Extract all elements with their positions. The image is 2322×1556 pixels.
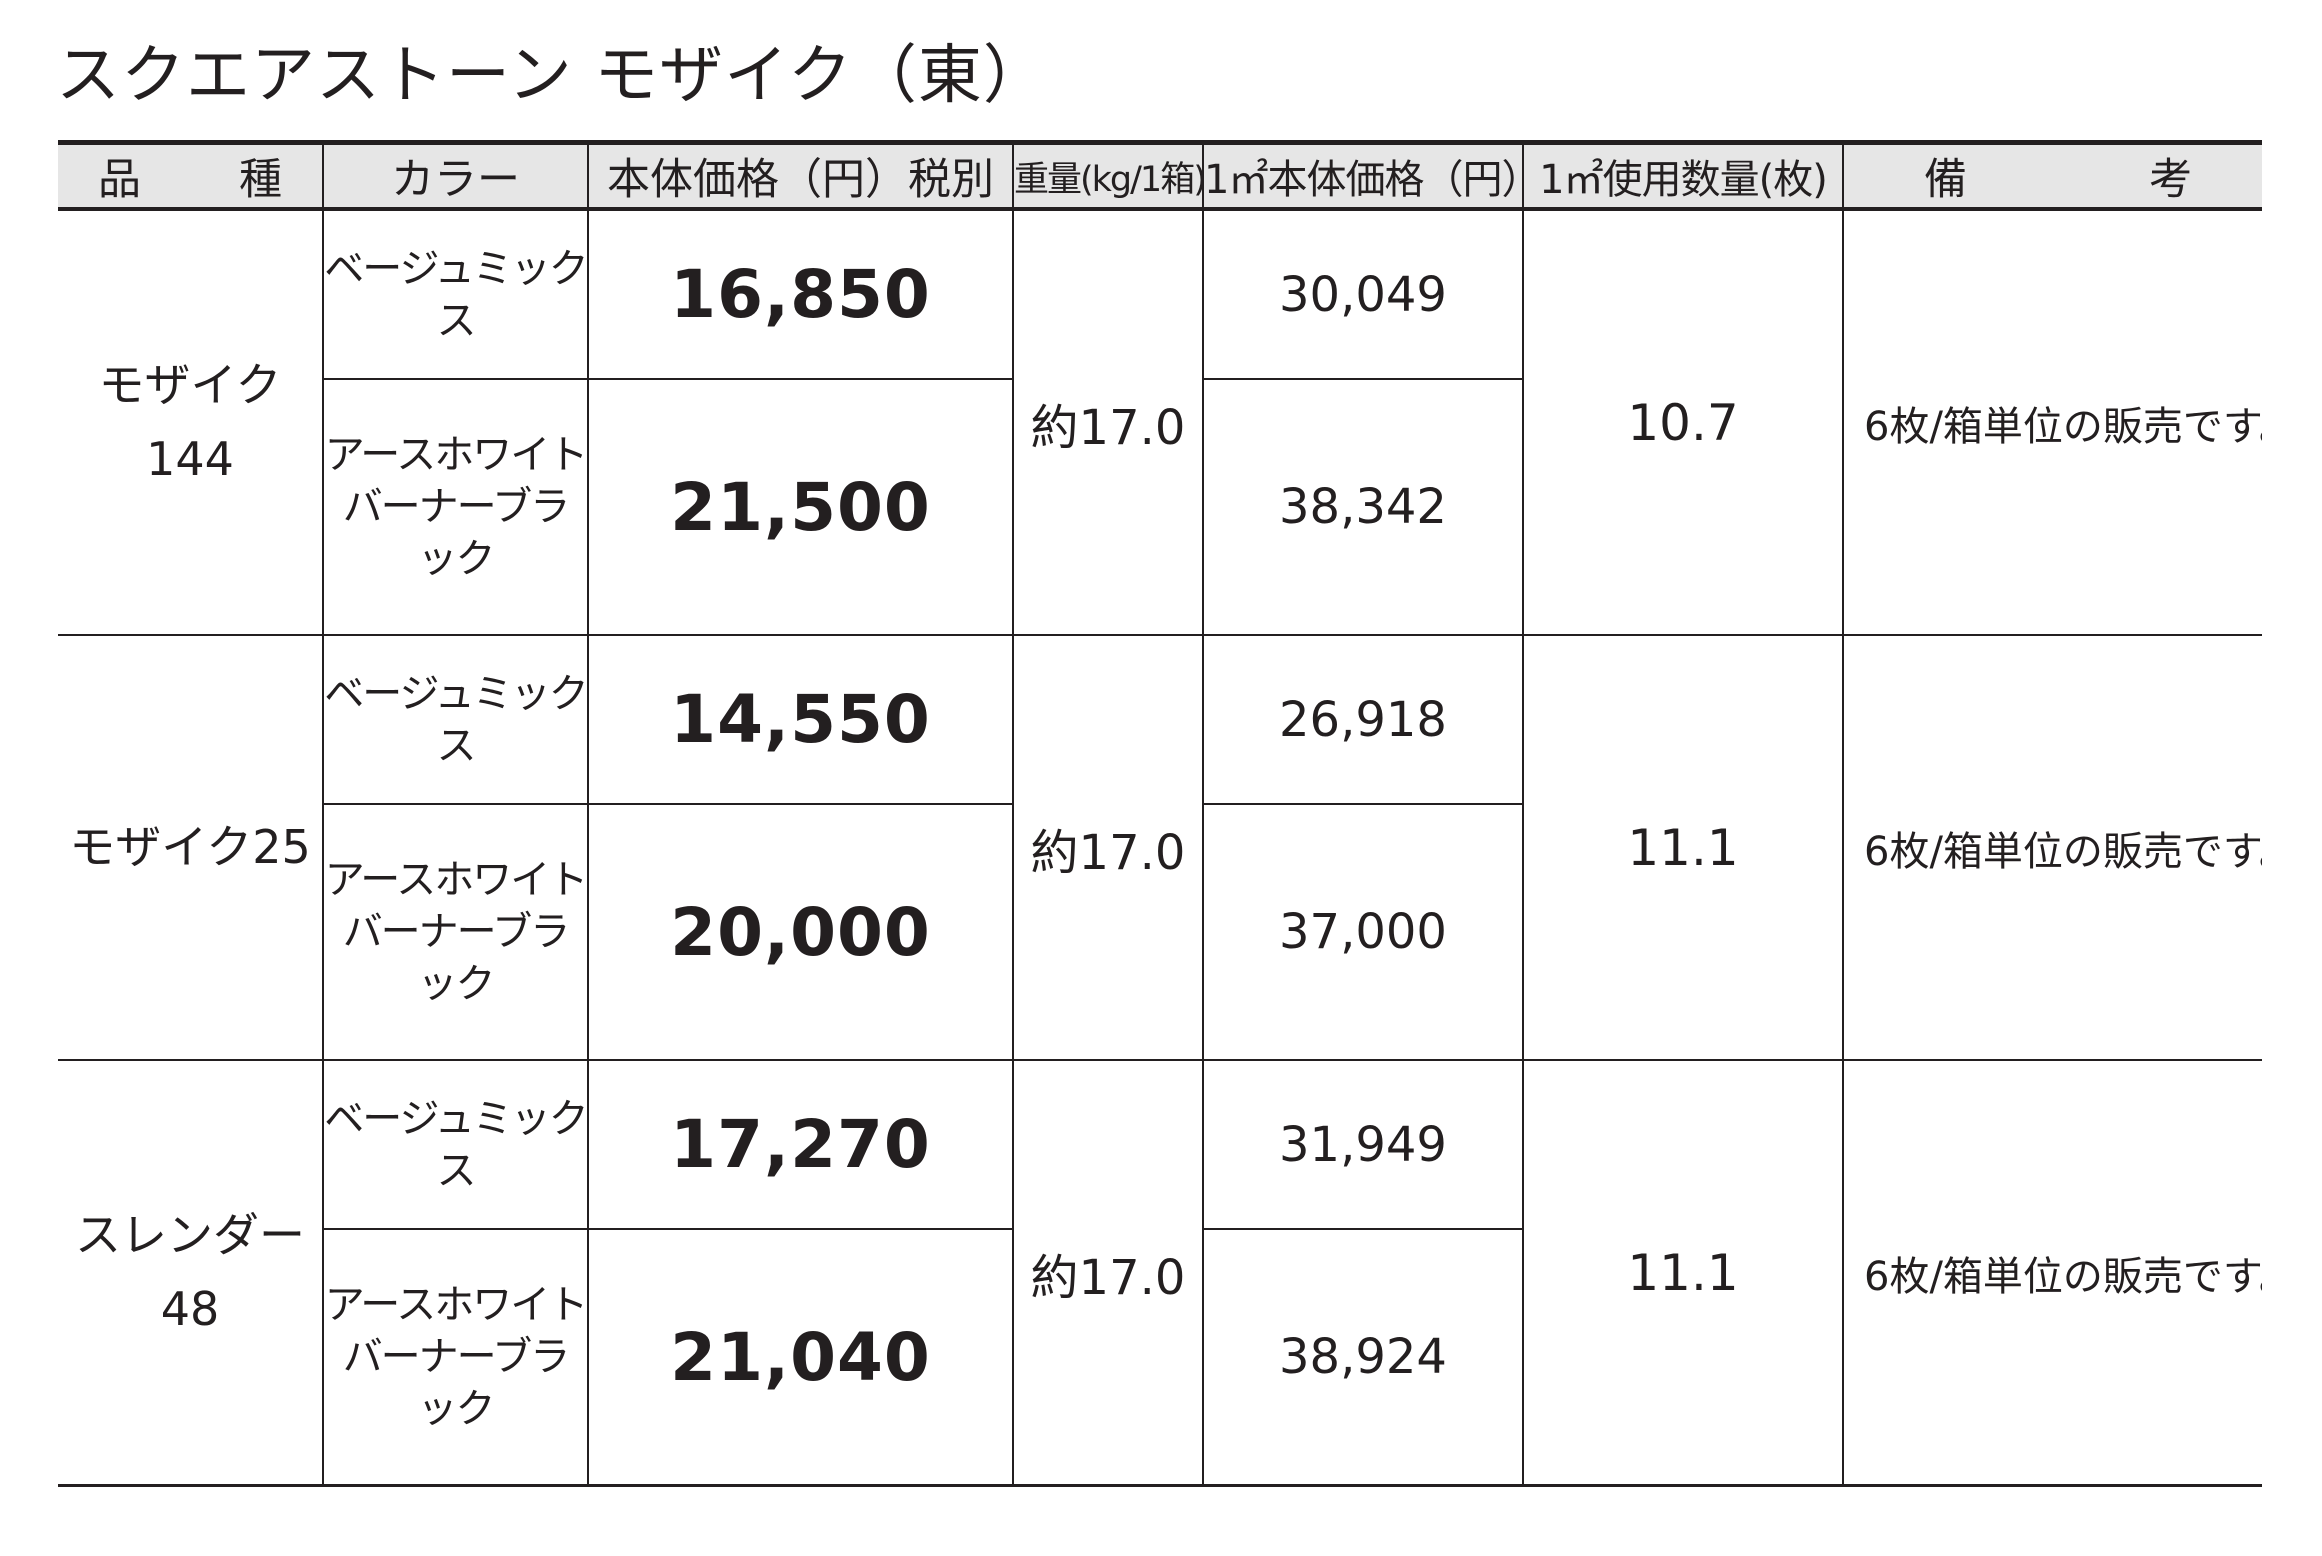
price-table: 品 種 カラー 本体価格（円）税別 重量(kg/1箱) 1㎡本体価格（円） 1㎡… [58, 140, 2262, 1487]
table-row: アースホワイト バーナーブラック 20,000 37,000 [58, 803, 2262, 1061]
header-remarks: 備 考 [1842, 140, 2262, 211]
note-cell: 6枚/箱単位の販売です。 [1842, 208, 2262, 636]
table-row: モザイク25 ベージュミックス 14,550 約17.0 26,918 11.1… [58, 634, 2262, 1061]
product-name: モザイク25 [58, 634, 324, 1061]
table-row: アースホワイト バーナーブラック 21,040 38,924 [58, 1228, 2262, 1487]
header-product: 品 種 [58, 140, 324, 211]
weight-cell: 約17.0 [1012, 634, 1204, 1061]
color-cell: アースホワイト バーナーブラック [323, 1228, 589, 1487]
unit-price-cell: 38,924 [1202, 1228, 1523, 1487]
header-unit-price: 1㎡本体価格（円） [1202, 140, 1524, 211]
unit-price-cell: 37,000 [1202, 803, 1523, 1061]
color-cell: ベージュミックス [322, 208, 589, 380]
unit-price-cell: 38,342 [1202, 378, 1523, 636]
qty-cell: 10.7 [1522, 208, 1844, 636]
note-cell: 6枚/箱単位の販売です。 [1842, 1059, 2262, 1487]
product-name: スレンダー 48 [58, 1059, 324, 1487]
header-weight: 重量(kg/1箱) [1012, 140, 1204, 211]
qty-cell: 11.1 [1522, 1059, 1844, 1487]
table-row: アースホワイト バーナーブラック 21,500 38,342 [58, 378, 2262, 636]
price-cell: 20,000 [587, 803, 1014, 1061]
color-cell: ベージュミックス [322, 634, 589, 805]
color-cell: アースホワイト バーナーブラック [323, 803, 589, 1061]
color-cell: アースホワイト バーナーブラック [323, 378, 589, 636]
unit-price-cell: 31,949 [1202, 1059, 1524, 1230]
unit-price-cell: 26,918 [1202, 634, 1524, 805]
price-cell: 21,500 [587, 378, 1014, 636]
page-title: スクエアストーン モザイク（東） [56, 39, 1048, 113]
header-color: カラー [322, 140, 589, 211]
weight-cell: 約17.0 [1012, 208, 1204, 636]
table-row: モザイク 144 ベージュミックス 16,850 約17.0 30,049 10… [58, 208, 2262, 636]
table-row: スレンダー 48 ベージュミックス 17,270 約17.0 31,949 11… [58, 1059, 2262, 1487]
unit-price-cell: 30,049 [1202, 208, 1524, 380]
color-cell: ベージュミックス [322, 1059, 589, 1230]
price-cell: 16,850 [587, 208, 1014, 380]
qty-cell: 11.1 [1522, 634, 1844, 1061]
price-cell: 14,550 [587, 634, 1014, 805]
product-name: モザイク 144 [58, 208, 324, 636]
price-cell: 21,040 [587, 1228, 1014, 1487]
header-price: 本体価格（円）税別 [587, 140, 1014, 211]
note-cell: 6枚/箱単位の販売です。 [1842, 634, 2262, 1061]
weight-cell: 約17.0 [1012, 1059, 1204, 1487]
table-header-row: 品 種 カラー 本体価格（円）税別 重量(kg/1箱) 1㎡本体価格（円） 1㎡… [58, 140, 2262, 211]
price-cell: 17,270 [587, 1059, 1014, 1230]
header-qty: 1㎡使用数量(枚) [1522, 140, 1844, 211]
